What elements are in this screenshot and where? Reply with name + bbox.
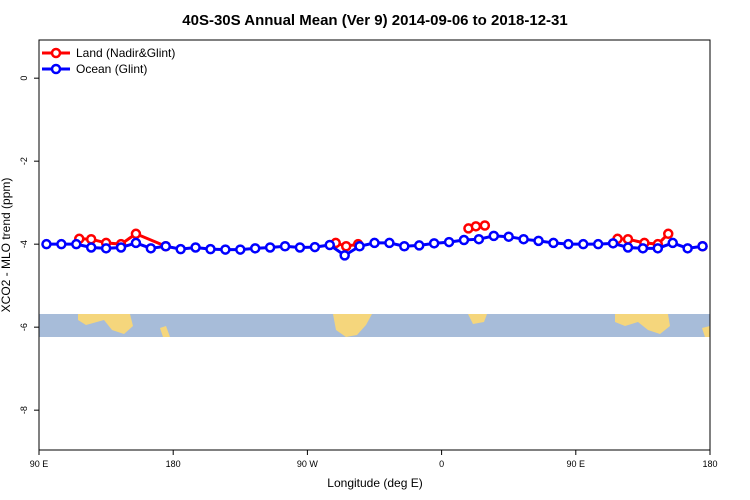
data-point (369, 237, 380, 249)
data-point (100, 243, 112, 254)
data-point (71, 238, 82, 250)
data-point (279, 240, 291, 252)
data-point (578, 238, 589, 250)
data-point (115, 242, 127, 253)
data-point (479, 220, 491, 231)
data-point (503, 231, 514, 242)
data-point (652, 243, 664, 254)
x-tick-label: 180 (166, 459, 181, 469)
data-point (622, 233, 634, 245)
data-point (637, 243, 649, 254)
data-point (205, 243, 216, 255)
y-tick-label: -2 (19, 157, 29, 165)
data-point (190, 242, 201, 253)
data-point (309, 241, 321, 253)
data-point (413, 240, 425, 251)
legend-label: Ocean (Glint) (76, 62, 147, 76)
data-point (160, 240, 171, 252)
data-point (622, 242, 634, 253)
data-point (443, 236, 455, 248)
y-tick-label: -4 (19, 240, 29, 248)
data-point (340, 240, 352, 252)
data-point (662, 228, 674, 240)
data-point (473, 233, 485, 245)
data-point (667, 237, 678, 249)
data-point (470, 221, 482, 232)
data-point (175, 243, 186, 255)
data-point (130, 237, 142, 249)
x-axis-label: Longitude (deg E) (327, 476, 422, 490)
data-point (548, 237, 559, 249)
data-point (264, 242, 276, 253)
data-point (592, 238, 604, 250)
y-tick-label: 0 (19, 76, 29, 81)
x-tick-label: 90 E (567, 459, 586, 469)
data-point (354, 240, 365, 252)
map-band (39, 314, 710, 337)
x-tick-label: 90 W (297, 459, 319, 469)
data-point (85, 233, 97, 245)
x-tick-label: 0 (439, 459, 444, 469)
data-point (682, 243, 693, 254)
data-point (458, 234, 470, 246)
data-point (533, 235, 544, 247)
legend-marker (50, 47, 62, 59)
plot-frame (38, 39, 711, 451)
x-tick-label: 90 E (30, 459, 49, 469)
data-point (563, 238, 574, 250)
y-tick-label: -8 (19, 406, 29, 414)
data-point (399, 240, 410, 252)
data-point (324, 239, 336, 251)
data-point (294, 242, 306, 253)
data-point (56, 238, 67, 250)
data-point (339, 250, 350, 261)
data-point (428, 238, 440, 249)
data-point (518, 233, 529, 245)
data-point (607, 238, 619, 249)
data-point (220, 244, 231, 255)
data-point (384, 237, 395, 249)
data-point (130, 228, 142, 240)
data-point (249, 243, 261, 254)
data-point (145, 243, 157, 254)
chart-title: 40S-30S Annual Mean (Ver 9) 2014-09-06 t… (182, 12, 567, 29)
data-point (235, 244, 246, 255)
data-point (488, 230, 500, 242)
data-point (41, 238, 52, 250)
legend-label: Land (Nadir&Glint) (76, 46, 175, 60)
data-point (697, 240, 708, 252)
legend-marker (50, 63, 62, 75)
data-point (85, 242, 97, 253)
y-axis-label: XCO2 - MLO trend (ppm) (0, 178, 13, 313)
y-tick-label: -6 (19, 323, 29, 331)
x-tick-label: 180 (702, 459, 717, 469)
